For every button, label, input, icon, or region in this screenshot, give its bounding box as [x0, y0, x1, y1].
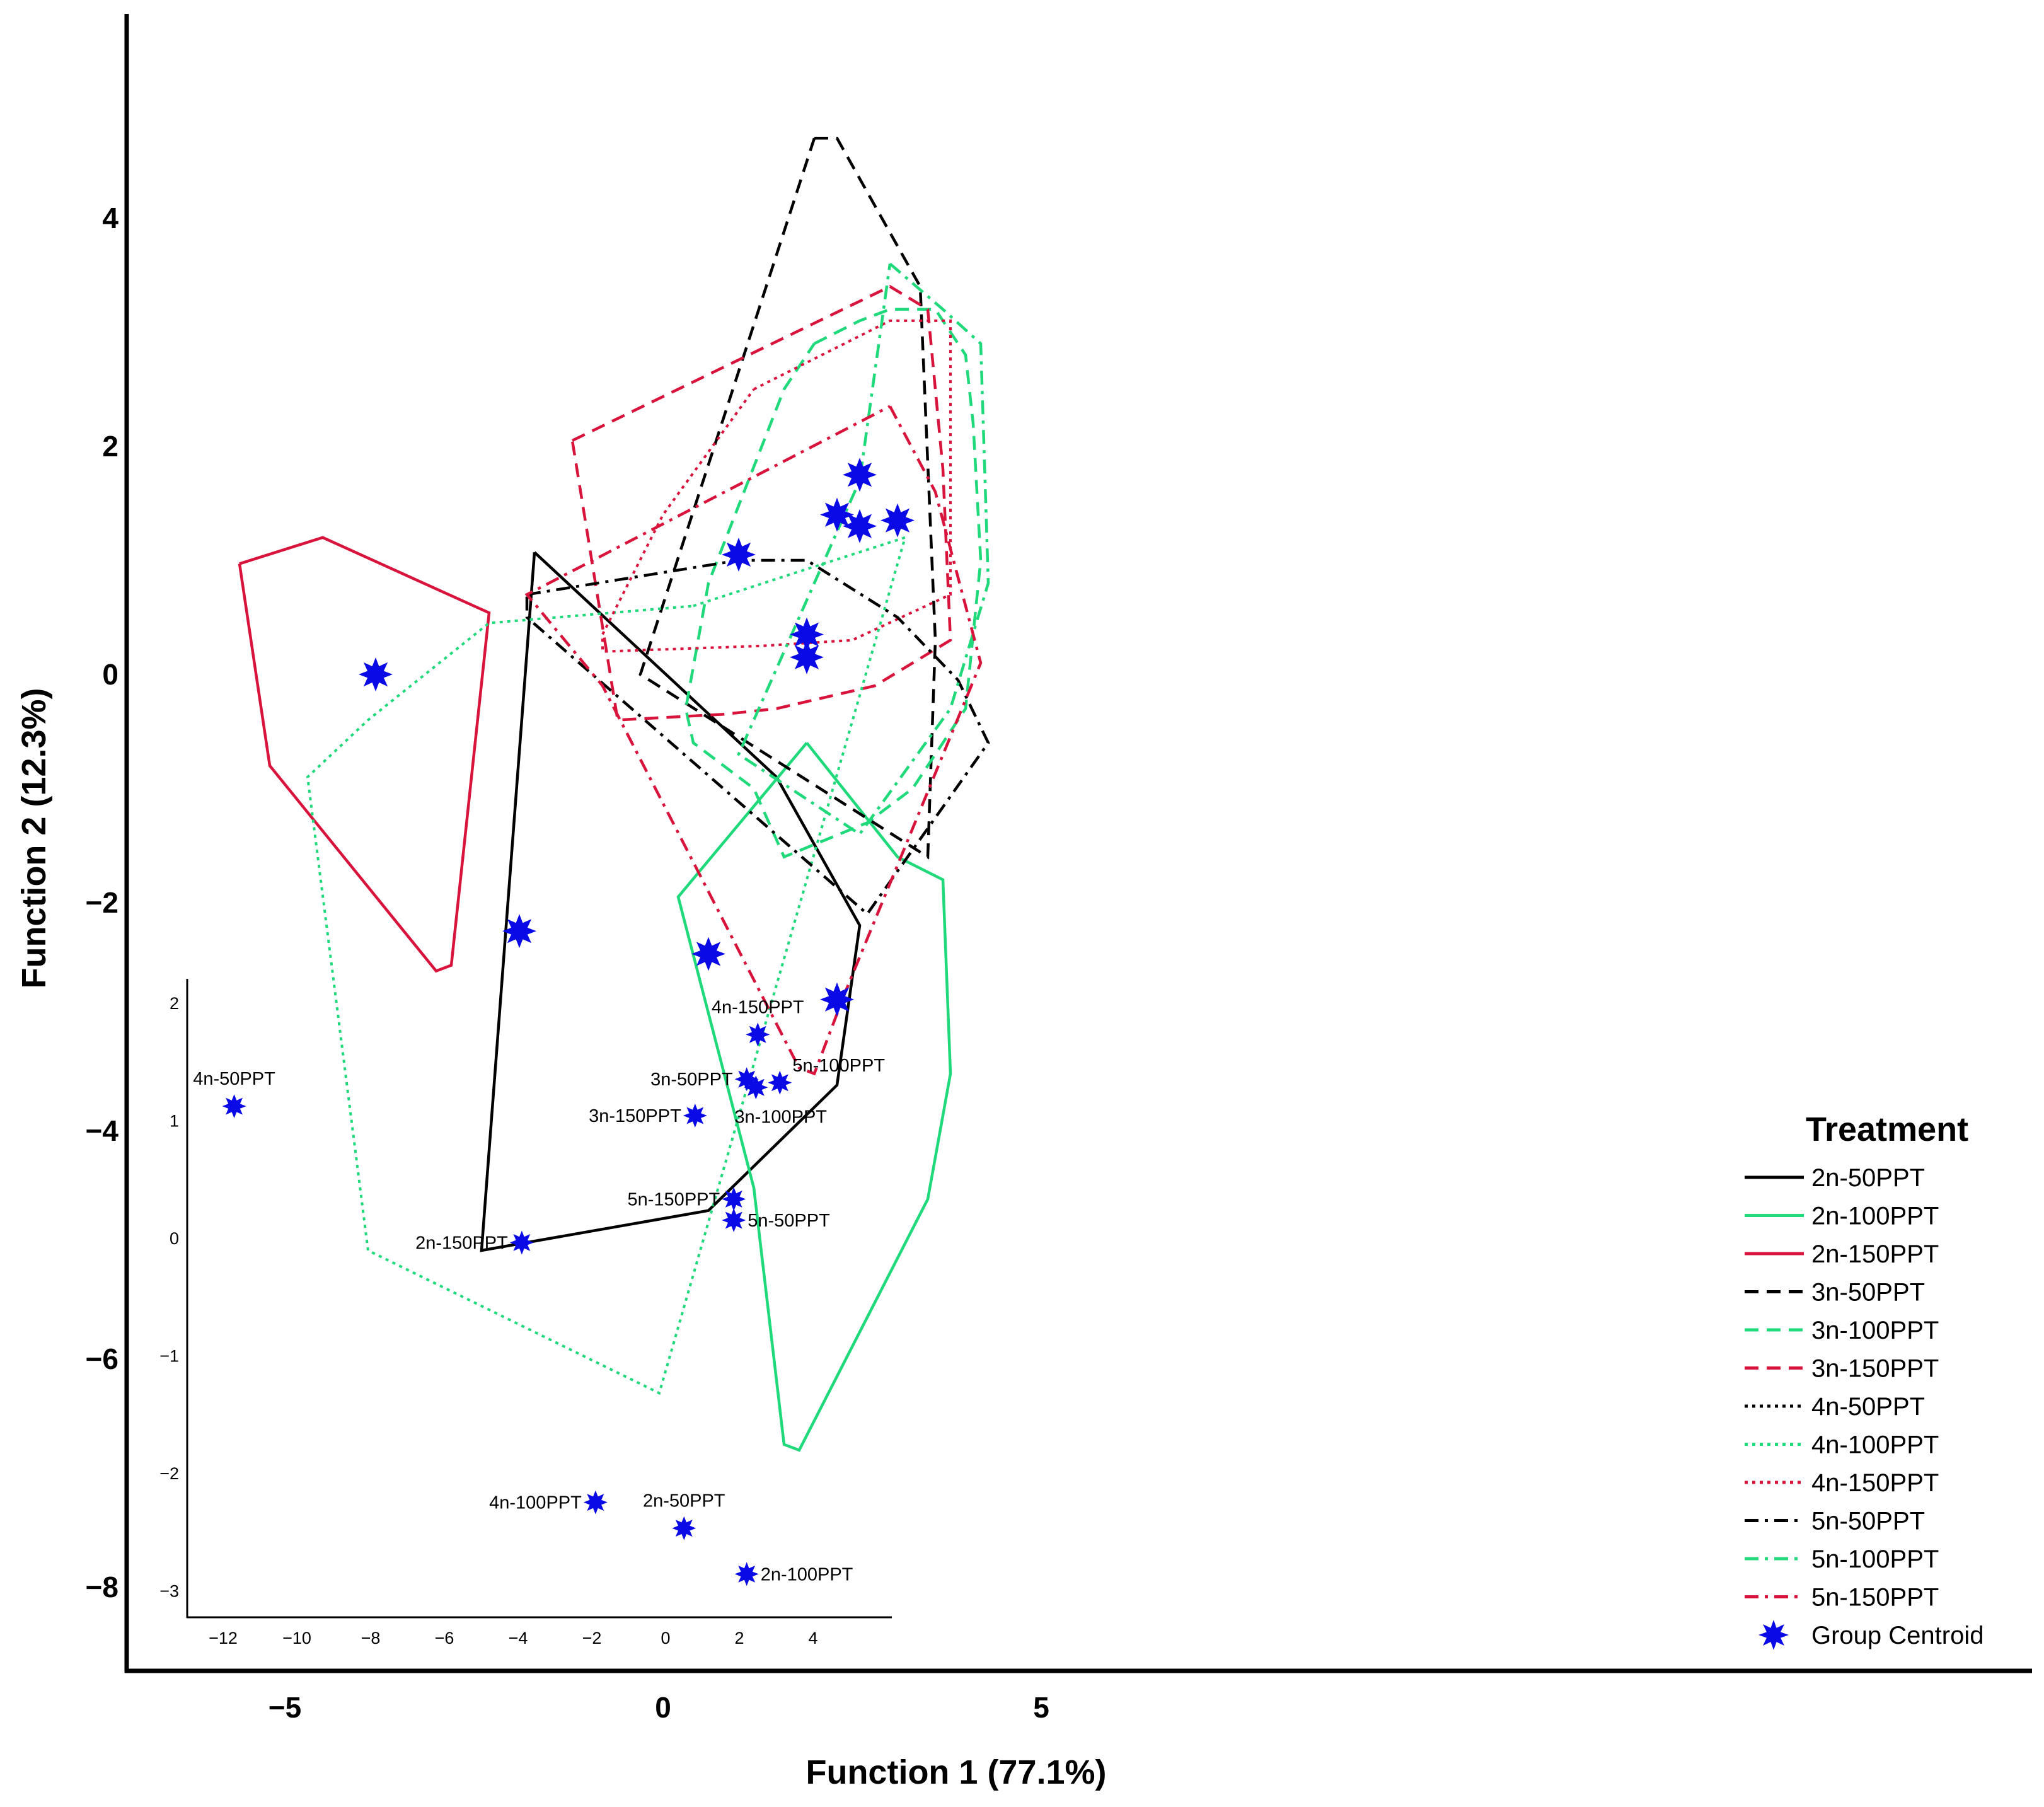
inset-centroid-5n-50ppt: [722, 1208, 746, 1232]
inset-x-tick-label: 2: [734, 1629, 744, 1648]
hull-5n-150ppt: [524, 405, 983, 1076]
inset-x-tick-label: −4: [509, 1629, 528, 1648]
legend: Treatment 2n-50PPT 2n-100PPT 2n-150PPT 3n-5…: [1745, 1111, 1983, 1650]
hull-3n-50ppt: [638, 137, 937, 860]
legend-label-group-centroid: Group Centroid: [1811, 1622, 1983, 1649]
inset-centroid-5n-100ppt: [768, 1070, 792, 1095]
inset-label-5n-150ppt: 5n-150PPT: [628, 1189, 720, 1209]
inset-label-5n-100ppt: 5n-100PPT: [792, 1056, 885, 1076]
hull-5n-50ppt: [525, 558, 990, 916]
legend-items: 2n-50PPT 2n-100PPT 2n-150PPT 3n-50PPT 3n-100…: [1745, 1164, 1983, 1650]
inset-y-tick-label: 1: [170, 1112, 179, 1131]
legend-label-5n-100ppt: 5n-100PPT: [1811, 1545, 1939, 1573]
y-tick-label: −4: [86, 1114, 119, 1147]
inset-centroid-5n-150ppt: [722, 1187, 746, 1211]
inset-tick-labels: −12 −10 −8 −6 −4 −2 0 2 4 2 1 0 −1 −2 −3: [159, 994, 817, 1648]
centroid-5n-50ppt: [790, 617, 824, 652]
y-tick-label: −2: [86, 886, 118, 919]
hull-2n-150ppt: [238, 536, 491, 973]
inset-centroid-3n-100ppt: [744, 1075, 768, 1100]
x-tick-label: 0: [655, 1691, 671, 1724]
centroid-3n-150ppt: [820, 497, 854, 532]
legend-label-4n-150ppt: 4n-150PPT: [1811, 1469, 1939, 1497]
legend-label-4n-50ppt: 4n-50PPT: [1811, 1393, 1925, 1421]
y-tick-label: 4: [102, 202, 118, 234]
legend-label-3n-100ppt: 3n-100PPT: [1811, 1317, 1939, 1344]
centroid-5n-150ppt: [820, 982, 854, 1017]
inset-label-2n-100ppt: 2n-100PPT: [761, 1564, 853, 1585]
inset-y-tick-label: 2: [170, 994, 179, 1013]
inset-centroid-2n-50ppt: [672, 1516, 696, 1540]
inset-y-tick-label: −2: [159, 1464, 179, 1483]
legend-label-3n-150ppt: 3n-150PPT: [1811, 1355, 1939, 1383]
inset-label-2n-150ppt: 2n-150PPT: [415, 1233, 508, 1253]
hull-4n-150ppt: [601, 319, 952, 653]
inset-label-3n-100ppt: 3n-100PPT: [734, 1107, 827, 1127]
inset-x-tick-label: −6: [435, 1629, 454, 1648]
y-tick-label: −6: [86, 1342, 118, 1375]
legend-centroid-icon: [1758, 1620, 1789, 1650]
inset-x-tick-label: −8: [361, 1629, 381, 1648]
inset-label-4n-150ppt: 4n-150PPT: [712, 997, 804, 1017]
main-hulls-layer: [238, 137, 990, 1452]
legend-label-5n-150ppt: 5n-150PPT: [1811, 1584, 1939, 1612]
inset-centroid-2n-150ppt: [509, 1230, 534, 1255]
x-tick-label: 5: [1033, 1691, 1049, 1724]
centroid-3n-50ppt: [843, 458, 877, 492]
hull-3n-100ppt: [684, 308, 983, 859]
inset-x-tick-label: 4: [808, 1629, 817, 1648]
main-centroids-layer: [359, 458, 915, 1017]
centroid-3n-100ppt: [881, 503, 915, 538]
inset-x-tick-label: −2: [582, 1629, 602, 1648]
y-axis-title: Function 2 (12.3%): [15, 688, 53, 988]
legend-label-2n-50ppt: 2n-50PPT: [1811, 1164, 1925, 1192]
hull-5n-100ppt: [737, 262, 990, 836]
inset-y-tick-label: −1: [159, 1347, 179, 1366]
legend-label-4n-100ppt: 4n-100PPT: [1811, 1431, 1939, 1459]
inset-label-2n-50ppt: 2n-50PPT: [643, 1491, 725, 1511]
inset-label-4n-100ppt: 4n-100PPT: [489, 1493, 582, 1513]
inset-label-3n-150ppt: 3n-150PPT: [589, 1106, 681, 1126]
inset-centroid-4n-100ppt: [583, 1490, 608, 1515]
centroid-4n-150ppt: [843, 509, 877, 543]
hull-2n-100ppt: [676, 742, 952, 1452]
y-tick-label: 2: [102, 430, 118, 463]
inset-centroid-2n-100ppt: [734, 1562, 759, 1586]
inset-points-layer: 4n-150PPT 3n-50PPT 5n-100PPT 3n-100PPT 3n-15…: [193, 997, 885, 1586]
legend-label-3n-50ppt: 3n-50PPT: [1811, 1279, 1925, 1307]
inset-y-tick-label: −3: [159, 1582, 179, 1601]
main-axes: [124, 14, 2032, 1673]
centroid-2n-100ppt: [691, 937, 725, 971]
inset-centroid-4n-50ppt: [222, 1094, 246, 1119]
legend-title: Treatment: [1806, 1111, 1968, 1148]
legend-label-5n-50ppt: 5n-50PPT: [1811, 1508, 1925, 1535]
inset-label-5n-50ppt: 5n-50PPT: [748, 1211, 830, 1231]
inset-centroid-4n-150ppt: [746, 1022, 770, 1047]
inset-x-tick-label: −12: [209, 1629, 238, 1648]
y-tick-label: 0: [102, 658, 118, 691]
inset-label-4n-50ppt: 4n-50PPT: [193, 1069, 275, 1089]
centroid-4n-100ppt: [722, 538, 756, 572]
centroid-2n-150ppt: [359, 657, 393, 691]
inset-plot: −12 −10 −8 −6 −4 −2 0 2 4 2 1 0 −1 −2 −3 4n-150PPT 3n-5…: [159, 979, 892, 1648]
x-axis-title: Function 1 (77.1%): [805, 1753, 1106, 1791]
hull-3n-150ppt: [570, 285, 952, 722]
inset-y-tick-label: 0: [170, 1229, 179, 1248]
centroid-2n-50ppt: [502, 914, 536, 949]
inset-x-tick-label: 0: [661, 1629, 670, 1648]
centroid-5n-100ppt: [790, 640, 824, 674]
legend-label-2n-100ppt: 2n-100PPT: [1811, 1203, 1939, 1230]
y-tick-label: −8: [86, 1571, 118, 1603]
inset-x-tick-label: −10: [282, 1629, 311, 1648]
inset-label-3n-50ppt: 3n-50PPT: [650, 1070, 733, 1090]
inset-centroid-3n-150ppt: [683, 1104, 707, 1128]
x-tick-label: −5: [268, 1691, 301, 1724]
legend-label-2n-150ppt: 2n-150PPT: [1811, 1240, 1939, 1268]
